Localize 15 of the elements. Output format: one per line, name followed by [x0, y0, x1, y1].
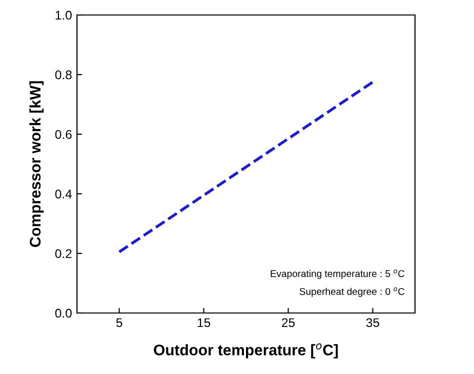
- annotation: Superheat degree : 0 $^{o}$C: [300, 287, 404, 297]
- x-tick-label: 5: [116, 318, 122, 328]
- x-tick-label: 25: [282, 318, 295, 328]
- y-tick-label: 0.0: [55, 308, 72, 318]
- x-tick-label: 15: [198, 318, 210, 328]
- y-tick-label: 0.8: [55, 70, 72, 80]
- x-axis-title: Outdoor temperature [$^{o}$C]: [154, 343, 338, 358]
- x-tick-label: 35: [366, 318, 380, 328]
- y-tick-label: 0.2: [55, 249, 72, 258]
- y-tick-label: 1.0: [56, 10, 72, 20]
- y-tick-label: 0.6: [55, 130, 72, 139]
- annotation: Evaporating temperature : 5 $^{o}$C: [270, 269, 404, 279]
- line-series: [118, 80, 374, 254]
- y-axis-title: Compressor work [kW]: [29, 81, 44, 247]
- y-tick-label: 0.4: [55, 190, 72, 198]
